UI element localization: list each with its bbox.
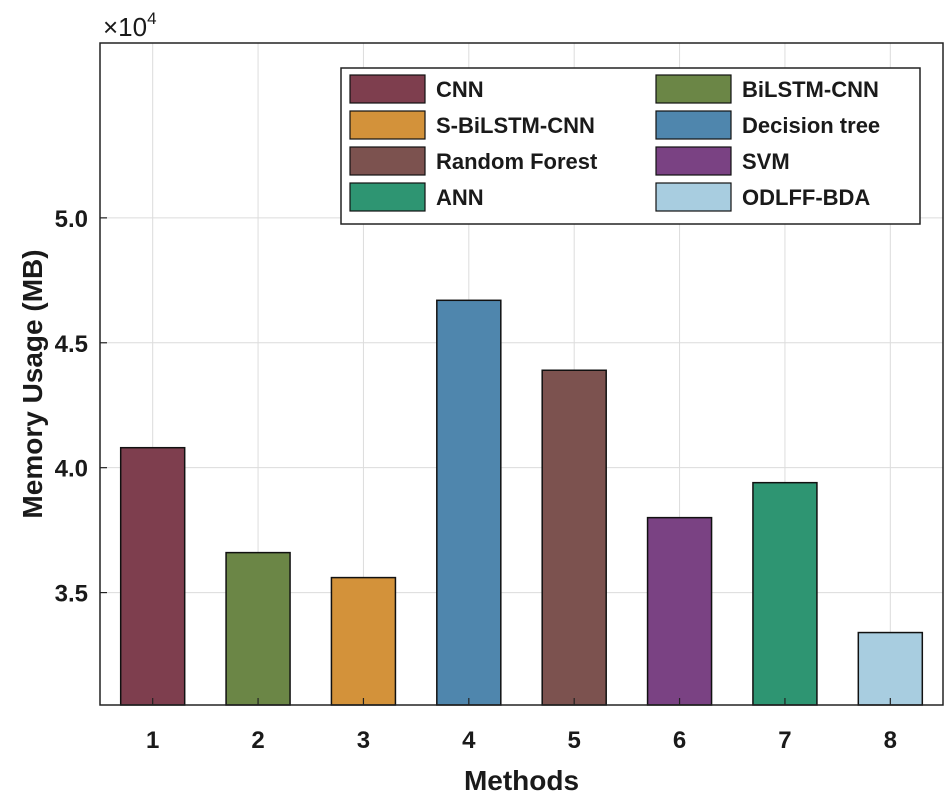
y-tick-label: 3.5 — [55, 581, 88, 608]
x-tick-label: 2 — [251, 727, 264, 754]
x-tick-label: 5 — [568, 727, 581, 754]
legend-box — [340, 67, 921, 225]
plot-frame — [99, 42, 944, 706]
x-tick-label: 4 — [462, 727, 476, 754]
x-tick-label: 6 — [673, 727, 686, 754]
legend-label: ODLFF-BDA — [742, 185, 870, 210]
x-tick-label: 3 — [357, 727, 370, 754]
bar-5 — [541, 369, 607, 706]
x-tick-label: 8 — [884, 727, 897, 754]
y-tick-label: 5.0 — [55, 206, 88, 233]
x-axis-title: Methods — [464, 765, 579, 796]
legend-swatch — [655, 74, 732, 104]
y-axis-title: Memory Usage (MB) — [17, 249, 48, 518]
legend-label: Decision tree — [742, 113, 880, 138]
legend-label: S-BiLSTM-CNN — [436, 113, 595, 138]
y-tick-label: 4.5 — [55, 331, 88, 358]
legend-label: Random Forest — [436, 149, 598, 174]
legend-label: SVM — [742, 149, 790, 174]
legend-swatch — [655, 110, 732, 140]
y-exponent-label: ×104 — [103, 9, 157, 42]
bar-1 — [119, 446, 186, 706]
bars — [119, 299, 924, 706]
legend: CNN BiLSTM-CNN S-BiLSTM-CNN Decision tree Ra… — [340, 67, 921, 225]
legend-swatch — [655, 182, 732, 212]
bar-8 — [857, 631, 924, 706]
legend-swatch — [349, 182, 426, 212]
legend-swatch — [349, 74, 426, 104]
x-tick-label: 7 — [778, 727, 791, 754]
legend-swatch — [655, 146, 732, 176]
bar-3 — [330, 576, 397, 706]
legend-swatch — [349, 110, 426, 140]
legend-label: BiLSTM-CNN — [742, 77, 879, 102]
bar-4 — [436, 299, 502, 706]
legend-label: ANN — [436, 185, 484, 210]
tick-labels: 1 2 3 4 5 6 7 8 3.5 4.0 4.5 5.0 — [55, 206, 897, 754]
legend-swatch — [349, 146, 426, 176]
y-tick-label: 4.0 — [55, 456, 88, 483]
x-tick-label: 1 — [146, 727, 159, 754]
bar-2 — [225, 551, 291, 706]
bar-6 — [646, 516, 713, 706]
bar-7 — [752, 481, 818, 706]
legend-label: CNN — [436, 77, 484, 102]
